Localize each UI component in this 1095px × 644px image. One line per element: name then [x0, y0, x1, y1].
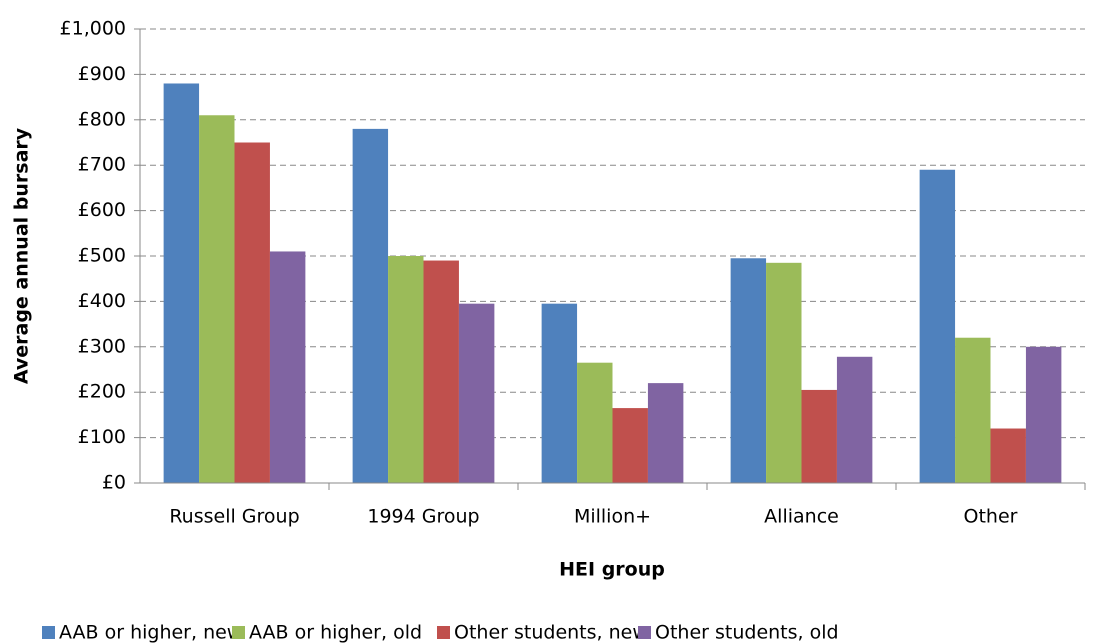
y-tick-label: £200 — [78, 381, 126, 403]
legend-label: Other students, new — [454, 622, 648, 644]
y-tick-label: £700 — [78, 154, 126, 176]
y-tick-label: £1,000 — [60, 18, 126, 40]
y-tick-label: £600 — [78, 199, 126, 221]
bar — [836, 356, 873, 483]
y-tick-label: £300 — [78, 335, 126, 357]
legend-label: AAB or higher, old — [249, 622, 422, 644]
bar — [234, 142, 270, 483]
bar — [577, 362, 613, 483]
x-tick-label: 1994 Group — [367, 506, 479, 528]
x-tick-label: Million+ — [574, 506, 651, 528]
bar — [990, 428, 1026, 483]
bar — [541, 303, 578, 483]
bar — [612, 408, 648, 483]
bar — [388, 256, 424, 483]
legend-swatch — [437, 626, 450, 639]
bar — [423, 260, 459, 483]
y-axis-title: Average annual bursary — [11, 127, 33, 384]
x-tick-label: Other — [964, 506, 1018, 528]
bar — [766, 262, 802, 483]
x-tick-label: Russell Group — [169, 506, 299, 528]
y-tick-label: £900 — [78, 63, 126, 85]
bar — [352, 128, 389, 483]
y-tick-label: £500 — [78, 245, 126, 267]
legend-label: AAB or higher, new — [59, 622, 242, 644]
bar — [1025, 346, 1062, 483]
legend-swatch — [232, 626, 245, 639]
bar — [199, 115, 235, 483]
bar — [647, 383, 684, 483]
x-axis-title: HEI group — [559, 559, 665, 581]
y-tick-label: £0 — [102, 472, 126, 494]
y-tick-label: £800 — [78, 108, 126, 130]
bar — [730, 258, 767, 483]
bar — [919, 169, 956, 484]
legend-swatch — [638, 626, 651, 639]
bar — [163, 83, 200, 483]
y-tick-label: £100 — [78, 426, 126, 448]
y-tick-label: £400 — [78, 290, 126, 312]
x-tick-label: Alliance — [764, 506, 839, 528]
bar — [458, 303, 495, 483]
bar — [955, 337, 991, 483]
legend-swatch — [42, 626, 55, 639]
bar — [801, 389, 837, 483]
bar — [269, 251, 306, 483]
legend-label: Other students, old — [655, 622, 839, 644]
